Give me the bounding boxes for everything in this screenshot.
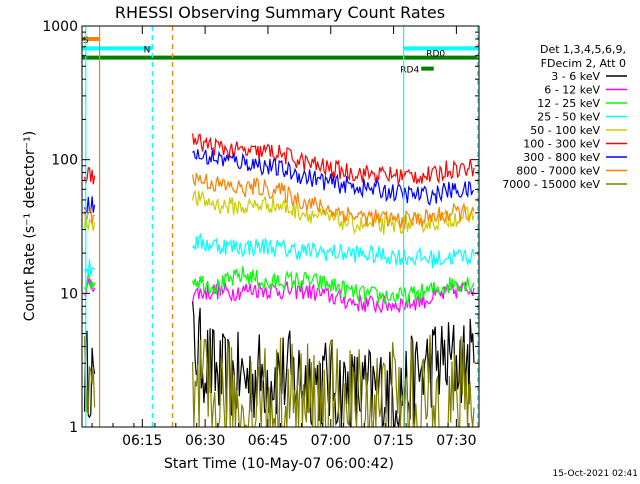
legend-label-800-7000-kev: 800 - 7000 keV <box>516 165 600 178</box>
state-bars-layer: SNRD0RD4 <box>82 36 479 76</box>
y-tick-label: 100 <box>51 153 78 169</box>
series-line-300-800-kev-seg2 <box>192 149 475 206</box>
x-tick-label: 06:45 <box>248 433 288 449</box>
timestamp: 15-Oct-2021 02:41 <box>553 469 638 479</box>
legend-label-12-25-kev: 12 - 25 keV <box>537 97 600 110</box>
state-bar-rd0 <box>82 55 479 60</box>
x-tick-label: 07:30 <box>436 433 476 449</box>
state-bar-rd4 <box>421 66 434 71</box>
y-tick-label: 10 <box>60 286 78 302</box>
series-line-100-300-kev-seg2 <box>192 133 475 185</box>
legend-label-6-12-kev: 6 - 12 keV <box>544 84 600 97</box>
data-layer <box>83 133 475 429</box>
state-bar-segment-2 <box>403 46 479 51</box>
state-bar-s <box>82 36 100 41</box>
legend-label-100-300-kev: 100 - 300 keV <box>523 138 600 151</box>
y-tick-label: 1000 <box>42 19 78 35</box>
vertical-lines-layer <box>85 26 479 427</box>
state-bar-label-n: N <box>144 45 151 55</box>
x-tick-label: 07:00 <box>311 433 351 449</box>
x-tick-label: 06:30 <box>185 433 225 449</box>
legend-label-25-50-kev: 25 - 50 keV <box>537 111 600 124</box>
state-bar-label-rd4: RD4 <box>400 66 419 76</box>
axes-layer: 06:15 06:30 06:45 07:00 07:15 07:30 1 10 100 1000 <box>42 19 479 449</box>
legend-label-3-6-kev: 3 - 6 keV <box>551 70 600 83</box>
legend-label-50-100-kev: 50 - 100 keV <box>530 124 600 137</box>
legend-label-7000-15000-kev: 7000 - 15000 keV <box>502 178 600 191</box>
legend: Det 1,3,4,5,6,9,FDecim 2, Att 03 - 6 keV… <box>502 43 627 191</box>
state-bar-n <box>82 46 153 51</box>
y-axis-label: Count Rate (s⁻¹ detector⁻¹) <box>22 131 38 321</box>
series-line-6-12-kev-seg2 <box>192 280 475 314</box>
series-line-12-25-kev-seg2 <box>192 266 475 306</box>
x-tick-label: 06:15 <box>122 433 162 449</box>
legend-label-300-800-kev: 300 - 800 keV <box>523 151 600 164</box>
x-tick-label: 07:15 <box>373 433 413 449</box>
y-tick-label: 1 <box>69 420 78 436</box>
legend-title-line-1: Det 1,3,4,5,6,9, <box>540 43 626 56</box>
legend-title-line-2: FDecim 2, Att 0 <box>541 57 626 70</box>
chart-title: RHESSI Observing Summary Count Rates <box>115 3 445 22</box>
series-line-25-50-kev-seg2 <box>192 232 475 269</box>
state-bar-label-rd0: RD0 <box>426 50 445 60</box>
x-axis-label: Start Time (10-May-07 06:00:42) <box>164 456 394 472</box>
series-line-800-7000-kev-seg2 <box>192 172 475 231</box>
